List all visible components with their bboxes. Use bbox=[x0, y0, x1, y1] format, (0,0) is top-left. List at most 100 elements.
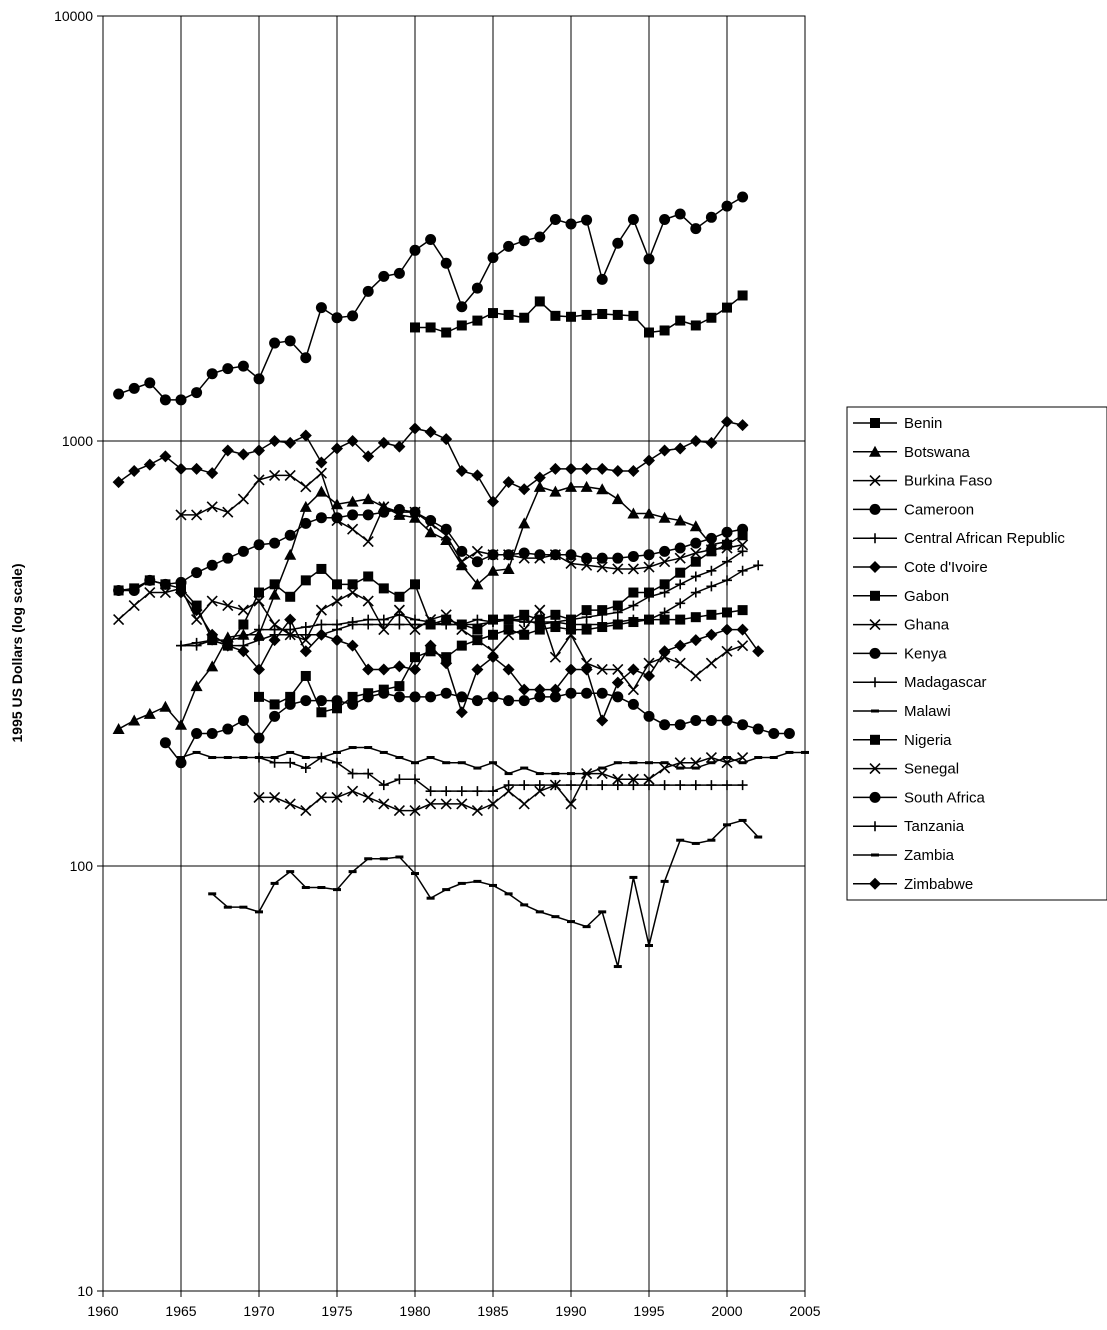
data-point-madagascar bbox=[441, 786, 452, 797]
data-point-botswana bbox=[331, 498, 343, 510]
data-point-south-africa bbox=[690, 223, 702, 235]
data-point-burkina-faso bbox=[456, 556, 468, 568]
series-line-madagascar bbox=[258, 756, 743, 792]
data-point-senegal bbox=[269, 791, 281, 803]
series-line-benin bbox=[415, 294, 744, 334]
data-point-malawi bbox=[255, 756, 263, 760]
data-point-senegal bbox=[362, 791, 374, 803]
legend-marker-kenya bbox=[869, 647, 881, 659]
data-point-botswana bbox=[143, 707, 156, 719]
data-point-central-african-republic bbox=[690, 587, 701, 598]
data-point-burkina-faso bbox=[659, 556, 671, 568]
data-point-malawi bbox=[676, 766, 685, 770]
data-point-benin bbox=[425, 322, 436, 333]
legend: Benin Botswana Burkina Faso Cameroon Central… bbox=[846, 406, 1107, 901]
data-point-senegal bbox=[425, 798, 437, 810]
data-point-kenya bbox=[253, 732, 265, 744]
data-point-zimbabwe bbox=[643, 669, 655, 682]
data-series bbox=[112, 191, 809, 969]
data-point-gabon bbox=[113, 585, 124, 596]
data-point-malawi bbox=[442, 761, 451, 765]
data-point-cote-d-ivoire bbox=[736, 419, 749, 432]
data-point-malawi bbox=[473, 766, 482, 770]
data-point-central-african-republic bbox=[753, 560, 764, 571]
data-point-cote-d-ivoire bbox=[471, 469, 484, 482]
data-point-kenya bbox=[752, 723, 764, 735]
data-point-nigeria bbox=[581, 624, 592, 635]
data-point-madagascar bbox=[659, 780, 670, 791]
data-point-tanzania bbox=[254, 635, 264, 646]
data-point-benin bbox=[534, 296, 545, 307]
data-point-nigeria bbox=[503, 624, 514, 635]
legend-item-zambia: Zambia bbox=[853, 847, 955, 864]
data-point-malawi bbox=[551, 772, 560, 776]
data-point-burkina-faso bbox=[347, 523, 359, 535]
data-point-malawi bbox=[457, 761, 466, 765]
data-point-zimbabwe bbox=[752, 645, 765, 658]
data-point-cote-d-ivoire bbox=[611, 464, 624, 477]
data-point-malawi bbox=[223, 756, 232, 760]
data-point-madagascar bbox=[347, 768, 358, 779]
series-botswana bbox=[112, 480, 733, 735]
y-axis-label: 1995 US Dollars (log scale) bbox=[9, 564, 25, 743]
data-point-benin bbox=[737, 290, 748, 301]
data-point-cote-d-ivoire bbox=[440, 433, 453, 446]
data-point-kenya bbox=[721, 714, 733, 726]
legend-label-cote-d-ivoire: Cote d'Ivoire bbox=[904, 559, 988, 576]
data-point-ghana bbox=[347, 586, 359, 599]
data-point-tanzania bbox=[425, 619, 436, 630]
data-point-ghana bbox=[393, 604, 405, 616]
data-point-malawi bbox=[192, 750, 201, 754]
data-point-nigeria bbox=[675, 614, 686, 625]
data-point-zimbabwe bbox=[440, 657, 453, 670]
data-point-gabon bbox=[378, 583, 389, 594]
data-point-burkina-faso bbox=[596, 561, 608, 573]
y-tick-label: 10000 bbox=[54, 8, 93, 24]
data-point-malawi bbox=[769, 756, 778, 760]
data-point-burkina-faso bbox=[690, 547, 702, 559]
data-point-zambia bbox=[457, 881, 466, 885]
data-point-gabon bbox=[675, 567, 686, 578]
data-point-cote-d-ivoire bbox=[377, 436, 390, 449]
data-point-nigeria bbox=[332, 703, 342, 714]
legend-label-central-african-republic: Central African Republic bbox=[904, 530, 1065, 547]
data-point-zimbabwe bbox=[409, 663, 421, 676]
data-point-madagascar bbox=[285, 757, 296, 768]
data-point-botswana bbox=[206, 660, 219, 672]
data-point-zambia bbox=[348, 870, 357, 874]
data-point-cameroon bbox=[393, 503, 405, 515]
data-point-kenya bbox=[581, 687, 593, 699]
data-point-ghana bbox=[721, 645, 733, 657]
data-point-zambia bbox=[364, 857, 373, 861]
x-tick-label: 1960 bbox=[87, 1303, 118, 1319]
data-point-burkina-faso bbox=[643, 561, 655, 573]
data-point-south-africa bbox=[253, 373, 265, 385]
series-zimbabwe bbox=[175, 586, 765, 727]
data-point-madagascar bbox=[581, 780, 592, 791]
data-point-south-africa bbox=[378, 270, 390, 282]
data-point-cameroon bbox=[284, 529, 296, 541]
data-point-zambia bbox=[629, 875, 638, 879]
data-point-cote-d-ivoire bbox=[112, 476, 125, 489]
data-point-zimbabwe bbox=[331, 634, 343, 647]
legend-item-central-african-republic: Central African Republic bbox=[853, 530, 1065, 547]
data-point-burkina-faso bbox=[627, 563, 639, 575]
data-point-tanzania bbox=[644, 591, 654, 602]
data-point-tanzania bbox=[300, 629, 311, 640]
data-point-cote-d-ivoire bbox=[268, 435, 281, 447]
data-point-cameroon bbox=[690, 537, 702, 549]
data-point-nigeria bbox=[659, 614, 670, 625]
data-point-nigeria bbox=[316, 707, 327, 718]
data-point-cameroon bbox=[331, 512, 343, 524]
data-point-ghana bbox=[534, 604, 546, 616]
legend-label-zambia: Zambia bbox=[904, 847, 955, 864]
data-point-tanzania bbox=[675, 579, 686, 590]
legend-label-senegal: Senegal bbox=[904, 761, 959, 778]
data-point-botswana bbox=[580, 480, 593, 492]
data-point-botswana bbox=[175, 718, 187, 730]
data-point-benin bbox=[456, 320, 467, 331]
legend-marker-zimbabwe bbox=[869, 877, 881, 890]
data-point-cameroon bbox=[456, 545, 468, 557]
data-point-tanzania bbox=[394, 619, 405, 630]
data-point-kenya bbox=[659, 719, 671, 731]
